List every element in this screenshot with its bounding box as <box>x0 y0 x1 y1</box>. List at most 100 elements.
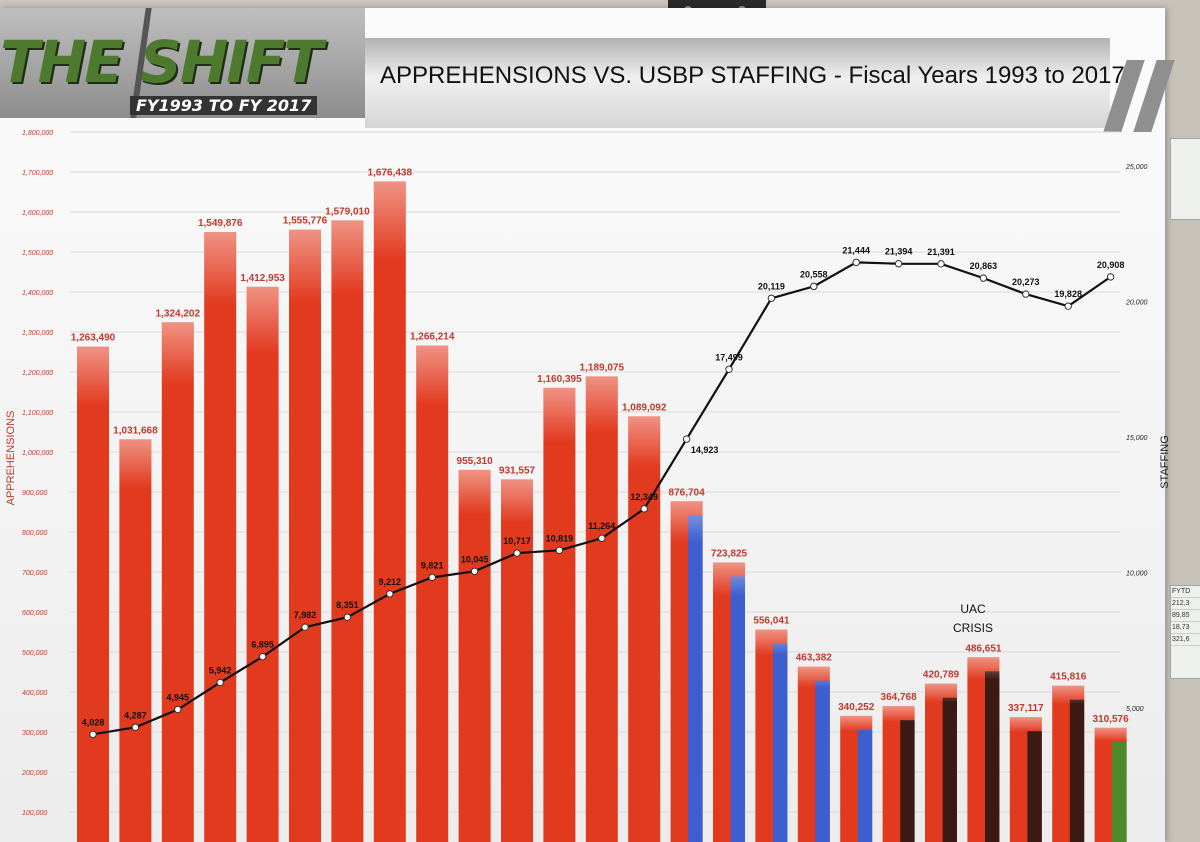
bar-value-label: 1,266,214 <box>410 332 455 343</box>
bar-value-label: 310,576 <box>1093 714 1130 725</box>
y-tick-label: 800,000 <box>22 530 47 537</box>
bar-value-label: 723,825 <box>711 548 748 559</box>
staffing-value-label: 9,212 <box>379 577 402 587</box>
staffing-value-label: 20,863 <box>970 261 998 271</box>
staffing-value-label: 8,351 <box>336 600 359 610</box>
side-poster-top <box>1170 138 1200 220</box>
bar-value-label: 1,160,395 <box>537 374 582 385</box>
staffing-point <box>89 730 97 739</box>
staffing-point <box>1022 290 1030 298</box>
bar-shine <box>373 181 406 842</box>
y2-axis-label: STAFFING <box>1159 435 1171 489</box>
staffing-point <box>810 282 818 291</box>
bar-shine <box>204 232 237 842</box>
y-tick-label: 1,300,000 <box>22 330 53 337</box>
y-tick-label: 1,600,000 <box>22 210 53 217</box>
staffing-point <box>1064 302 1072 310</box>
y2-tick-label: 25,000 <box>1125 164 1148 171</box>
bar-value-label: 556,041 <box>753 616 790 627</box>
staffing-point <box>894 260 903 268</box>
chart-title: APPREHENSIONS VS. USBP STAFFING - Fiscal… <box>380 62 1125 89</box>
bar-shine <box>77 346 109 842</box>
bar-shine <box>755 629 788 842</box>
bar-shine <box>840 715 873 842</box>
bar-shine <box>331 220 364 842</box>
side-card-header: FYTD <box>1171 586 1200 598</box>
y-tick-label: 100,000 <box>22 810 47 817</box>
bar-shine <box>289 229 321 842</box>
staffing-point <box>682 435 691 443</box>
staffing-value-label: 20,273 <box>1012 277 1040 287</box>
bar-shine <box>882 706 915 842</box>
y-tick-label: 500,000 <box>22 650 47 657</box>
staffing-value-label: 10,819 <box>546 533 574 543</box>
staffing-value-label: 20,908 <box>1097 260 1125 270</box>
staffing-point <box>258 652 267 661</box>
bar-value-label: 415,816 <box>1050 672 1087 683</box>
staffing-value-label: 10,717 <box>503 536 531 546</box>
staffing-point <box>725 365 733 373</box>
bar-shine <box>416 345 449 842</box>
staffing-value-label: 4,028 <box>82 717 105 727</box>
bar-shine <box>501 479 533 842</box>
bar-shine <box>797 666 830 842</box>
staffing-value-label: 4,945 <box>167 692 190 702</box>
bar-value-label: 1,089,092 <box>622 402 667 413</box>
staffing-value-label: 21,394 <box>885 247 913 257</box>
staffing-point <box>598 534 606 542</box>
y2-tick-label: 20,000 <box>1125 300 1148 307</box>
y-axis-label: APPREHENSIONS <box>5 411 17 506</box>
bar-shine <box>585 376 618 842</box>
brand-banner: THE SHIFT FY1993 TO FY 2017 <box>0 8 365 118</box>
bar-shine <box>628 416 661 842</box>
y-tick-label: 700,000 <box>22 570 47 577</box>
bar-value-label: 1,412,953 <box>240 273 285 284</box>
staffing-value-label: 14,923 <box>691 445 719 455</box>
y-tick-label: 1,200,000 <box>22 370 53 377</box>
bar-shine <box>161 322 194 842</box>
bar-shine <box>458 469 491 842</box>
staffing-point <box>428 573 436 582</box>
side-card-row: 89,85 <box>1171 610 1200 622</box>
bar-value-label: 1,676,438 <box>368 167 413 178</box>
y-tick-label: 1,800,000 <box>22 130 53 137</box>
bar-value-label: 364,768 <box>881 692 918 703</box>
staffing-value-label: 6,895 <box>251 640 274 650</box>
bar-value-label: 931,557 <box>499 465 536 476</box>
bar-value-label: 1,549,876 <box>198 218 243 229</box>
side-card-row: 212,3 <box>1171 598 1200 610</box>
staffing-value-label: 9,821 <box>421 560 444 570</box>
bar-value-label: 337,117 <box>1008 703 1044 714</box>
bar-value-label: 955,310 <box>457 456 494 467</box>
bar-value-label: 1,189,075 <box>580 362 625 373</box>
y-tick-label: 1,700,000 <box>22 170 53 177</box>
bar-shine <box>246 286 279 842</box>
bar-value-label: 486,651 <box>965 643 1002 654</box>
bar-shine <box>1009 717 1042 842</box>
side-card-row: 18,73 <box>1171 622 1200 634</box>
staffing-point <box>216 678 224 687</box>
bar-value-label: 1,324,202 <box>156 308 201 319</box>
y-tick-label: 1,500,000 <box>22 250 53 257</box>
bar-value-label: 1,555,776 <box>283 216 328 227</box>
staffing-value-label: 11,264 <box>588 521 615 531</box>
title-banner <box>365 38 1110 128</box>
staffing-point <box>174 705 182 714</box>
bar-value-label: 1,031,668 <box>113 425 158 436</box>
staffing-point <box>852 258 860 267</box>
bar-value-label: 420,789 <box>923 670 960 681</box>
y-tick-label: 400,000 <box>22 690 47 697</box>
staffing-point <box>1106 273 1115 281</box>
y-tick-label: 900,000 <box>22 490 47 497</box>
staffing-value-label: 19,828 <box>1054 289 1082 299</box>
staffing-point <box>767 294 776 302</box>
uac-annotation: UAC <box>960 602 986 616</box>
bar-shine <box>1052 685 1085 842</box>
staffing-value-label: 10,045 <box>461 554 489 564</box>
staffing-point <box>937 260 945 268</box>
staffing-value-label: 17,499 <box>715 352 743 362</box>
side-card-row: 321,6 <box>1171 634 1200 646</box>
bar-shine <box>670 501 703 842</box>
bar-shine <box>119 439 152 842</box>
staffing-point <box>131 723 140 732</box>
